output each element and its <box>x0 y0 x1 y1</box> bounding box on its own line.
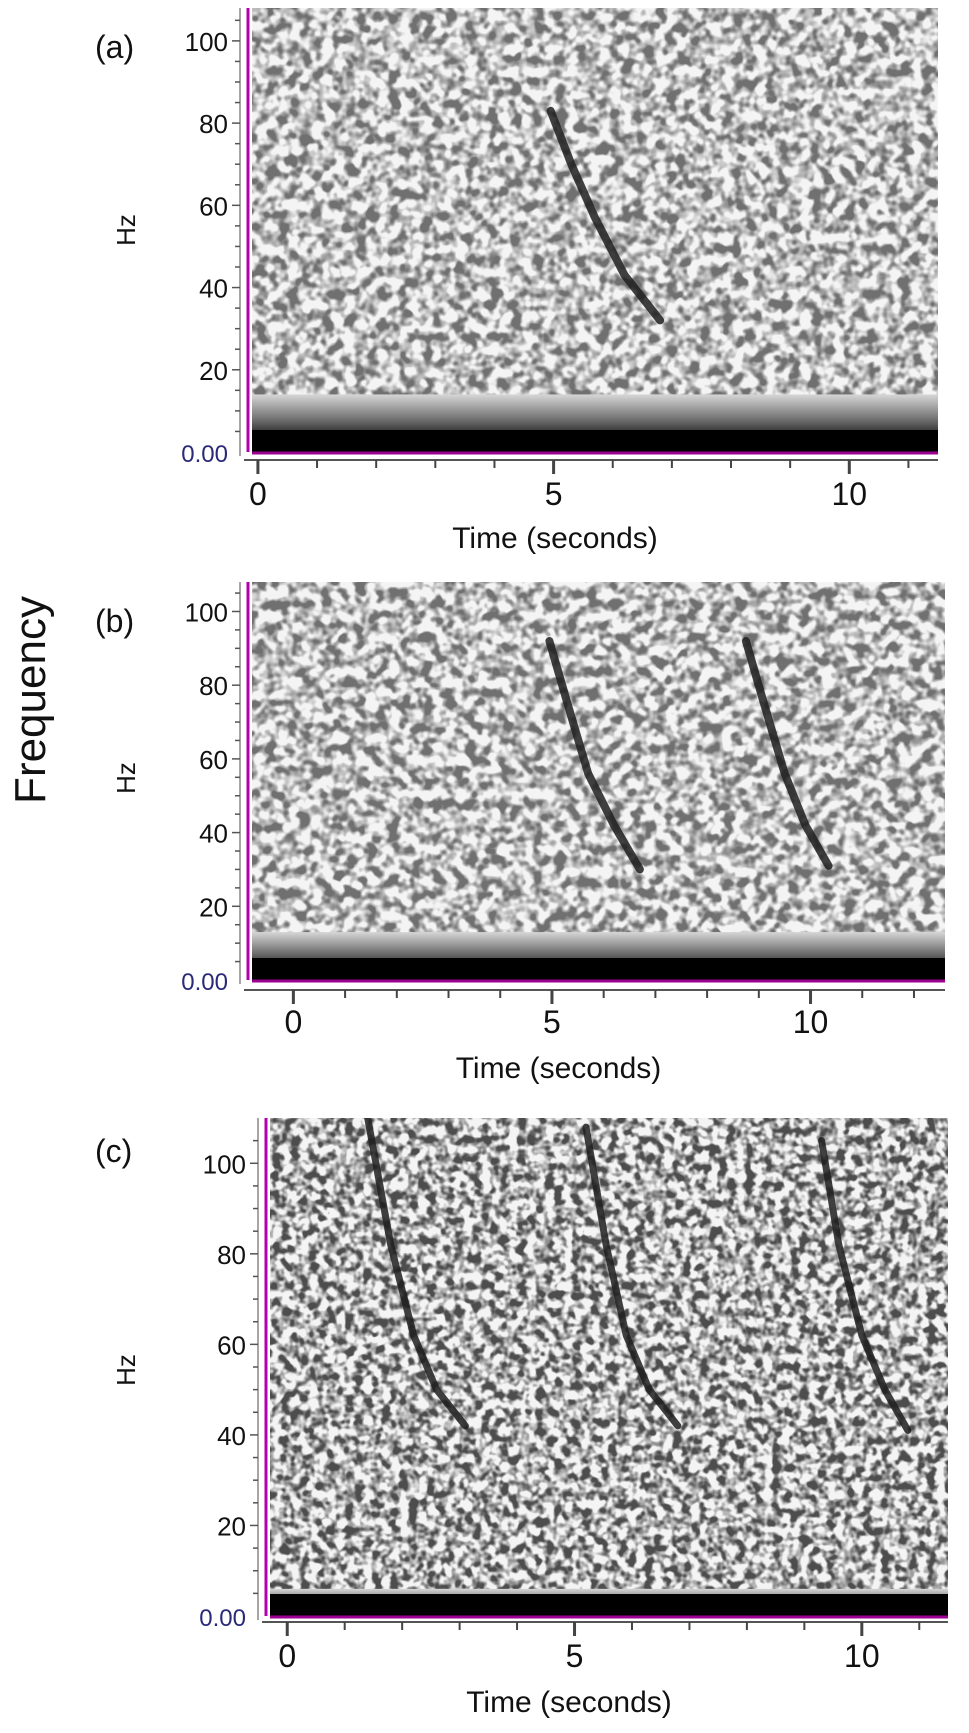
call-contour-1 <box>364 1118 469 1430</box>
x-axis-label: Time (seconds) <box>452 522 658 555</box>
y-axis-label: Hz <box>111 214 141 246</box>
x-tick-label: 0 <box>249 476 267 512</box>
y-tick-label: 60 <box>217 1330 246 1360</box>
y-axis-label: Hz <box>111 762 141 794</box>
y-tick-label: 80 <box>217 1240 246 1270</box>
y-tick-label: 100 <box>185 27 228 57</box>
spectrogram-image <box>252 8 938 452</box>
x-tick-label: 0 <box>278 1638 296 1674</box>
call-contour-1 <box>546 106 665 325</box>
y-tick-label: 100 <box>185 597 228 627</box>
y-axis-label: Hz <box>111 1354 141 1386</box>
y-tick-label: 100 <box>203 1149 246 1179</box>
y-tick-label: 80 <box>199 671 228 701</box>
call-contour-1 <box>545 637 644 874</box>
y-tick-label: 80 <box>199 109 228 139</box>
y-tick-label: 60 <box>199 745 228 775</box>
panel-c: 0.00 20 40 60 80 100 0 5 10 Time (seconds) Hz (c) <box>95 1118 948 1719</box>
x-axis-label: Time (seconds) <box>466 1686 672 1719</box>
spectrogram-image <box>270 1118 948 1616</box>
y-tick-label: 0.00 <box>199 1605 246 1632</box>
y-tick-label: 40 <box>217 1421 246 1451</box>
y-tick-label: 20 <box>199 892 228 922</box>
panel-label: (c) <box>95 1133 132 1169</box>
call-contour-2 <box>582 1123 682 1430</box>
y-tick-label: 40 <box>199 819 228 849</box>
panel-b: 0.00 20 40 60 80 100 0 5 10 Time (seconds) Hz (b) <box>95 582 945 1085</box>
y-tick-label: 40 <box>199 274 228 304</box>
call-contour-2 <box>741 637 833 870</box>
y-tick-label: 20 <box>217 1511 246 1541</box>
y-tick-label: 60 <box>199 191 228 221</box>
x-tick-label: 5 <box>545 476 563 512</box>
call-contour-3 <box>818 1137 912 1434</box>
y-tick-label: 0.00 <box>181 969 228 996</box>
x-tick-label: 5 <box>543 1004 561 1040</box>
y-tick-label: 0.00 <box>181 441 228 468</box>
spectrogram-image <box>252 582 945 980</box>
x-tick-label: 5 <box>566 1638 584 1674</box>
x-tick-label: 0 <box>284 1004 302 1040</box>
panel-label: (a) <box>95 29 134 65</box>
shared-ylabel: Frequency <box>6 596 55 804</box>
panel-a: 0.00 20 40 60 80 100 0 5 10 Time (seconds) Hz (a) <box>95 8 938 555</box>
y-tick-label: 20 <box>199 356 228 386</box>
panel-label: (b) <box>95 603 134 639</box>
x-axis-label: Time (seconds) <box>456 1052 662 1085</box>
x-tick-label: 10 <box>844 1638 880 1674</box>
x-tick-label: 10 <box>793 1004 829 1040</box>
x-tick-label: 10 <box>831 476 867 512</box>
